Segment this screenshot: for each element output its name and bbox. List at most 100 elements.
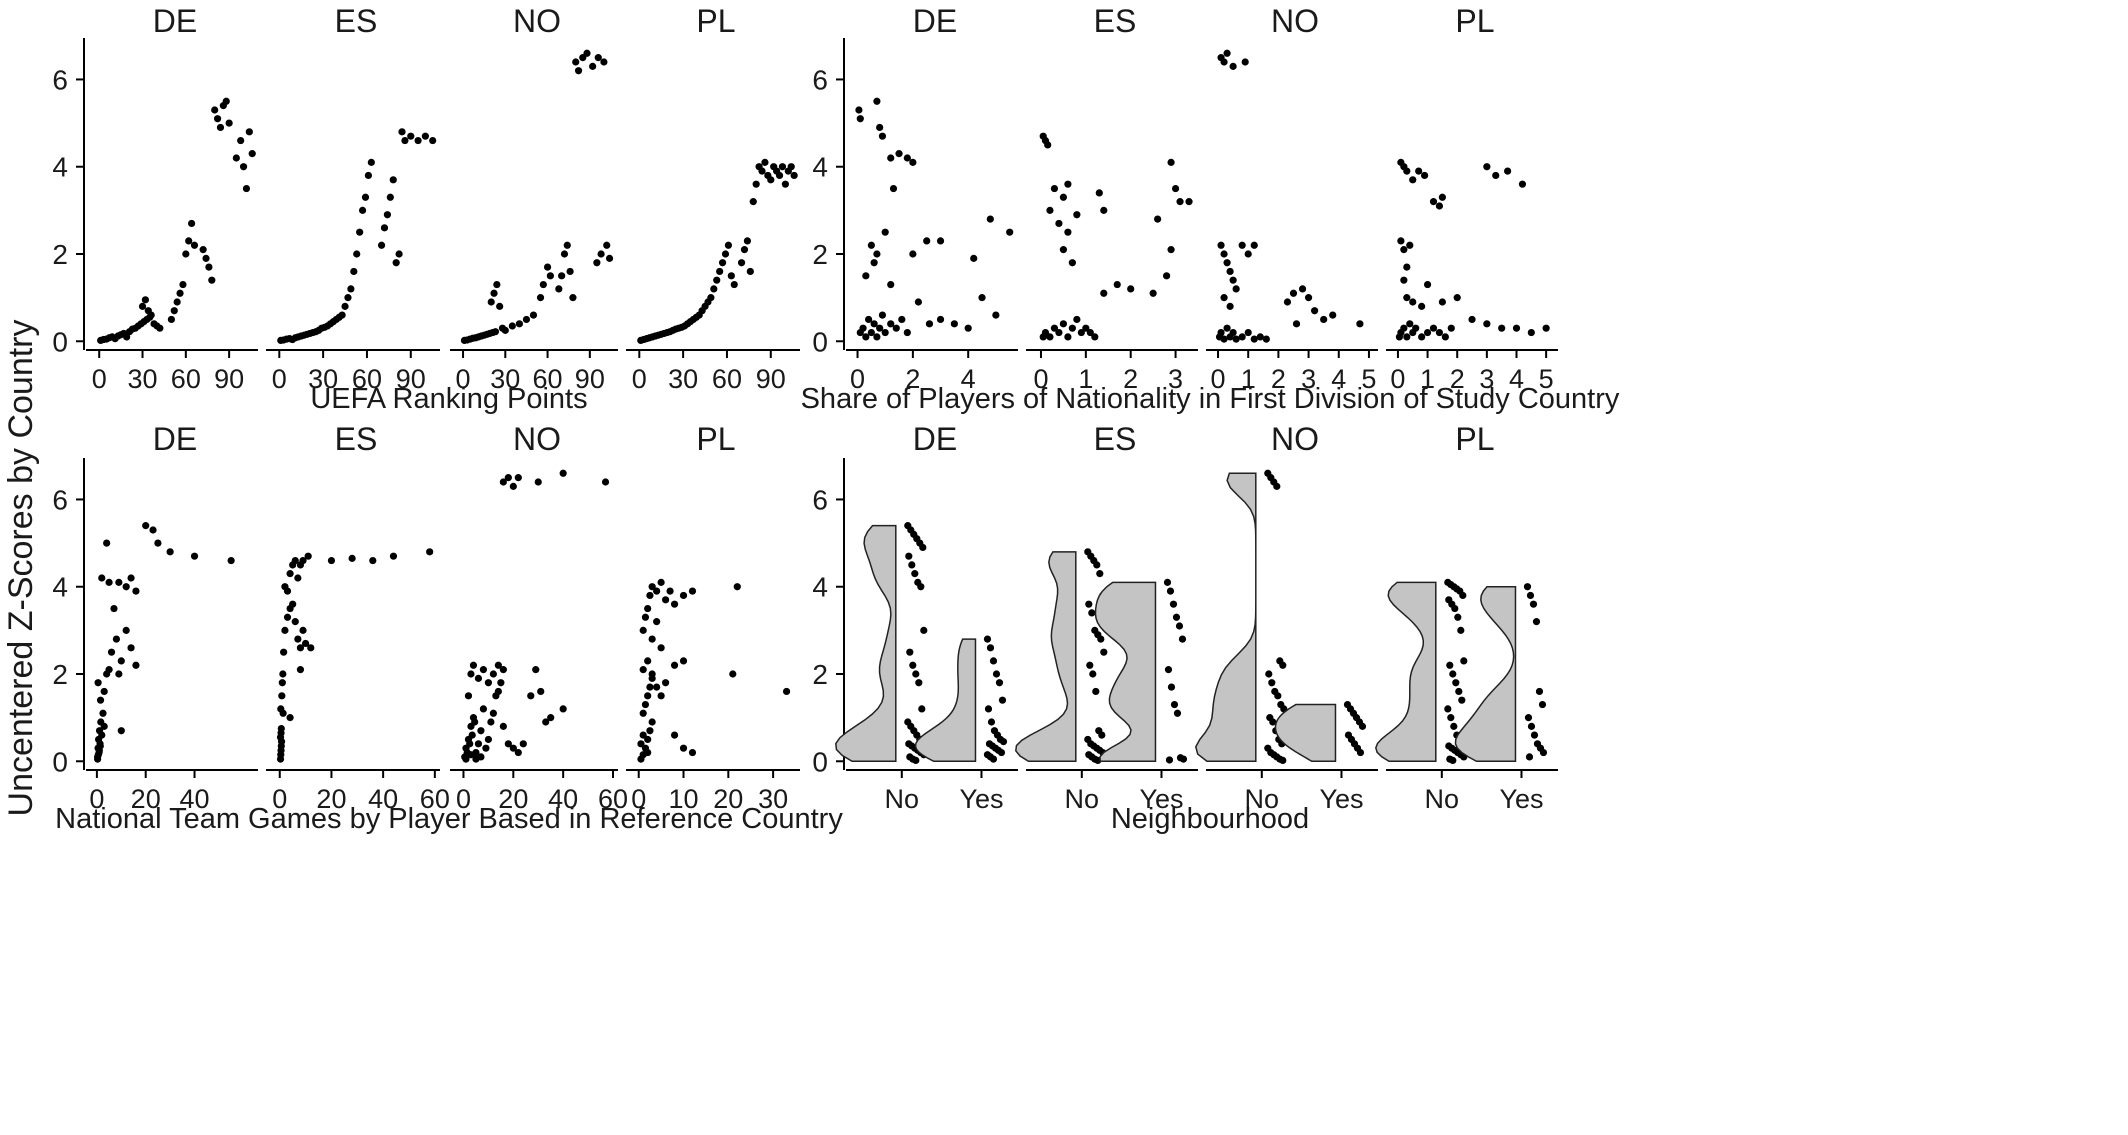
data-point (707, 294, 715, 302)
data-point (361, 193, 370, 201)
data-point (154, 539, 162, 547)
data-point (294, 635, 302, 643)
data-point (1050, 324, 1059, 332)
data-point (1429, 324, 1438, 332)
data-point (1527, 722, 1536, 730)
facet-no: NO 0 30 60 90 (450, 3, 618, 394)
data-point (918, 705, 926, 713)
x-tick-label: 0 (850, 364, 865, 394)
data-point (775, 171, 784, 180)
data-point (559, 469, 567, 477)
data-point (758, 167, 766, 175)
data-point (103, 539, 111, 547)
data-point (867, 241, 875, 249)
data-point (1274, 692, 1282, 700)
data-point (600, 58, 608, 66)
x-tick-label: 5 (1361, 364, 1376, 394)
facet-strip-label: NO (1271, 421, 1319, 457)
data-point (1418, 333, 1426, 341)
data-point (338, 311, 346, 319)
data-point (721, 250, 730, 258)
data-point (1082, 324, 1090, 332)
data-point (1175, 622, 1184, 630)
data-point (279, 709, 287, 717)
data-point (1223, 324, 1231, 332)
data-point (887, 154, 895, 162)
data-point (497, 679, 505, 687)
facet-strip-label: ES (335, 3, 378, 39)
data-point (132, 661, 140, 669)
data-point (639, 731, 647, 739)
data-point (743, 237, 752, 245)
x-tick-label: 60 (420, 784, 450, 814)
data-point (1097, 635, 1105, 643)
data-point (1163, 578, 1172, 586)
data-point (499, 722, 507, 730)
data-point (1165, 756, 1174, 764)
data-point (170, 307, 178, 315)
data-point (141, 296, 150, 304)
data-point (746, 267, 754, 276)
data-point (898, 315, 906, 324)
data-point (279, 670, 287, 678)
facet-es: ES 0 1 2 3 (1026, 3, 1198, 394)
data-point (1518, 180, 1527, 188)
data-point (248, 150, 256, 158)
data-point (903, 154, 911, 162)
data-point (1412, 324, 1420, 332)
data-point (679, 657, 688, 665)
data-point (1356, 320, 1364, 328)
data-point (878, 132, 887, 140)
panel-top-right: 0 2 4 6 Share of Players of Nationality in F… (801, 3, 1620, 415)
data-point (855, 106, 863, 114)
data-point (641, 700, 650, 709)
data-point (1269, 718, 1277, 726)
data-point (534, 478, 542, 486)
data-point (190, 552, 199, 560)
data-point (117, 727, 125, 735)
data-point (859, 324, 867, 332)
data-point (1304, 294, 1313, 302)
data-point (474, 674, 483, 682)
violin-no (1015, 551, 1077, 763)
data-point (1055, 328, 1063, 337)
facet-strip-label: PL (1455, 421, 1494, 457)
data-point (1068, 259, 1076, 267)
data-point (917, 583, 925, 591)
data-point (369, 556, 377, 565)
data-point (539, 280, 547, 289)
data-point (466, 740, 474, 748)
x-tick-label: 90 (396, 364, 426, 394)
data-point (865, 315, 873, 324)
x-tick-label: 3 (1301, 364, 1316, 394)
data-point (147, 311, 155, 319)
panel-bottom-left: 0 2 4 6 National Team Games by Player Based … (52, 421, 843, 835)
data-point (383, 211, 392, 219)
data-point (1262, 335, 1270, 343)
x-tick-label: 0 (89, 784, 104, 814)
data-point (737, 259, 746, 267)
data-point (1220, 58, 1228, 66)
data-point (986, 215, 994, 223)
data-point (1504, 167, 1512, 175)
data-point (662, 679, 670, 687)
data-point (504, 474, 512, 482)
data-point (99, 709, 107, 717)
data-point (190, 241, 199, 249)
data-point (657, 692, 665, 700)
data-point (536, 294, 545, 302)
x-tick-label: 0 (92, 364, 107, 394)
facet-strip-label: PL (1455, 3, 1494, 39)
data-point (749, 198, 757, 206)
data-point (1525, 753, 1534, 761)
data-point (1523, 583, 1532, 591)
data-point (1435, 202, 1444, 210)
data-point (1403, 263, 1411, 271)
data-point (1093, 561, 1101, 569)
data-point (1232, 285, 1240, 293)
data-point (862, 272, 870, 280)
data-point (914, 298, 923, 306)
data-point (522, 315, 531, 324)
data-point (1044, 141, 1052, 149)
